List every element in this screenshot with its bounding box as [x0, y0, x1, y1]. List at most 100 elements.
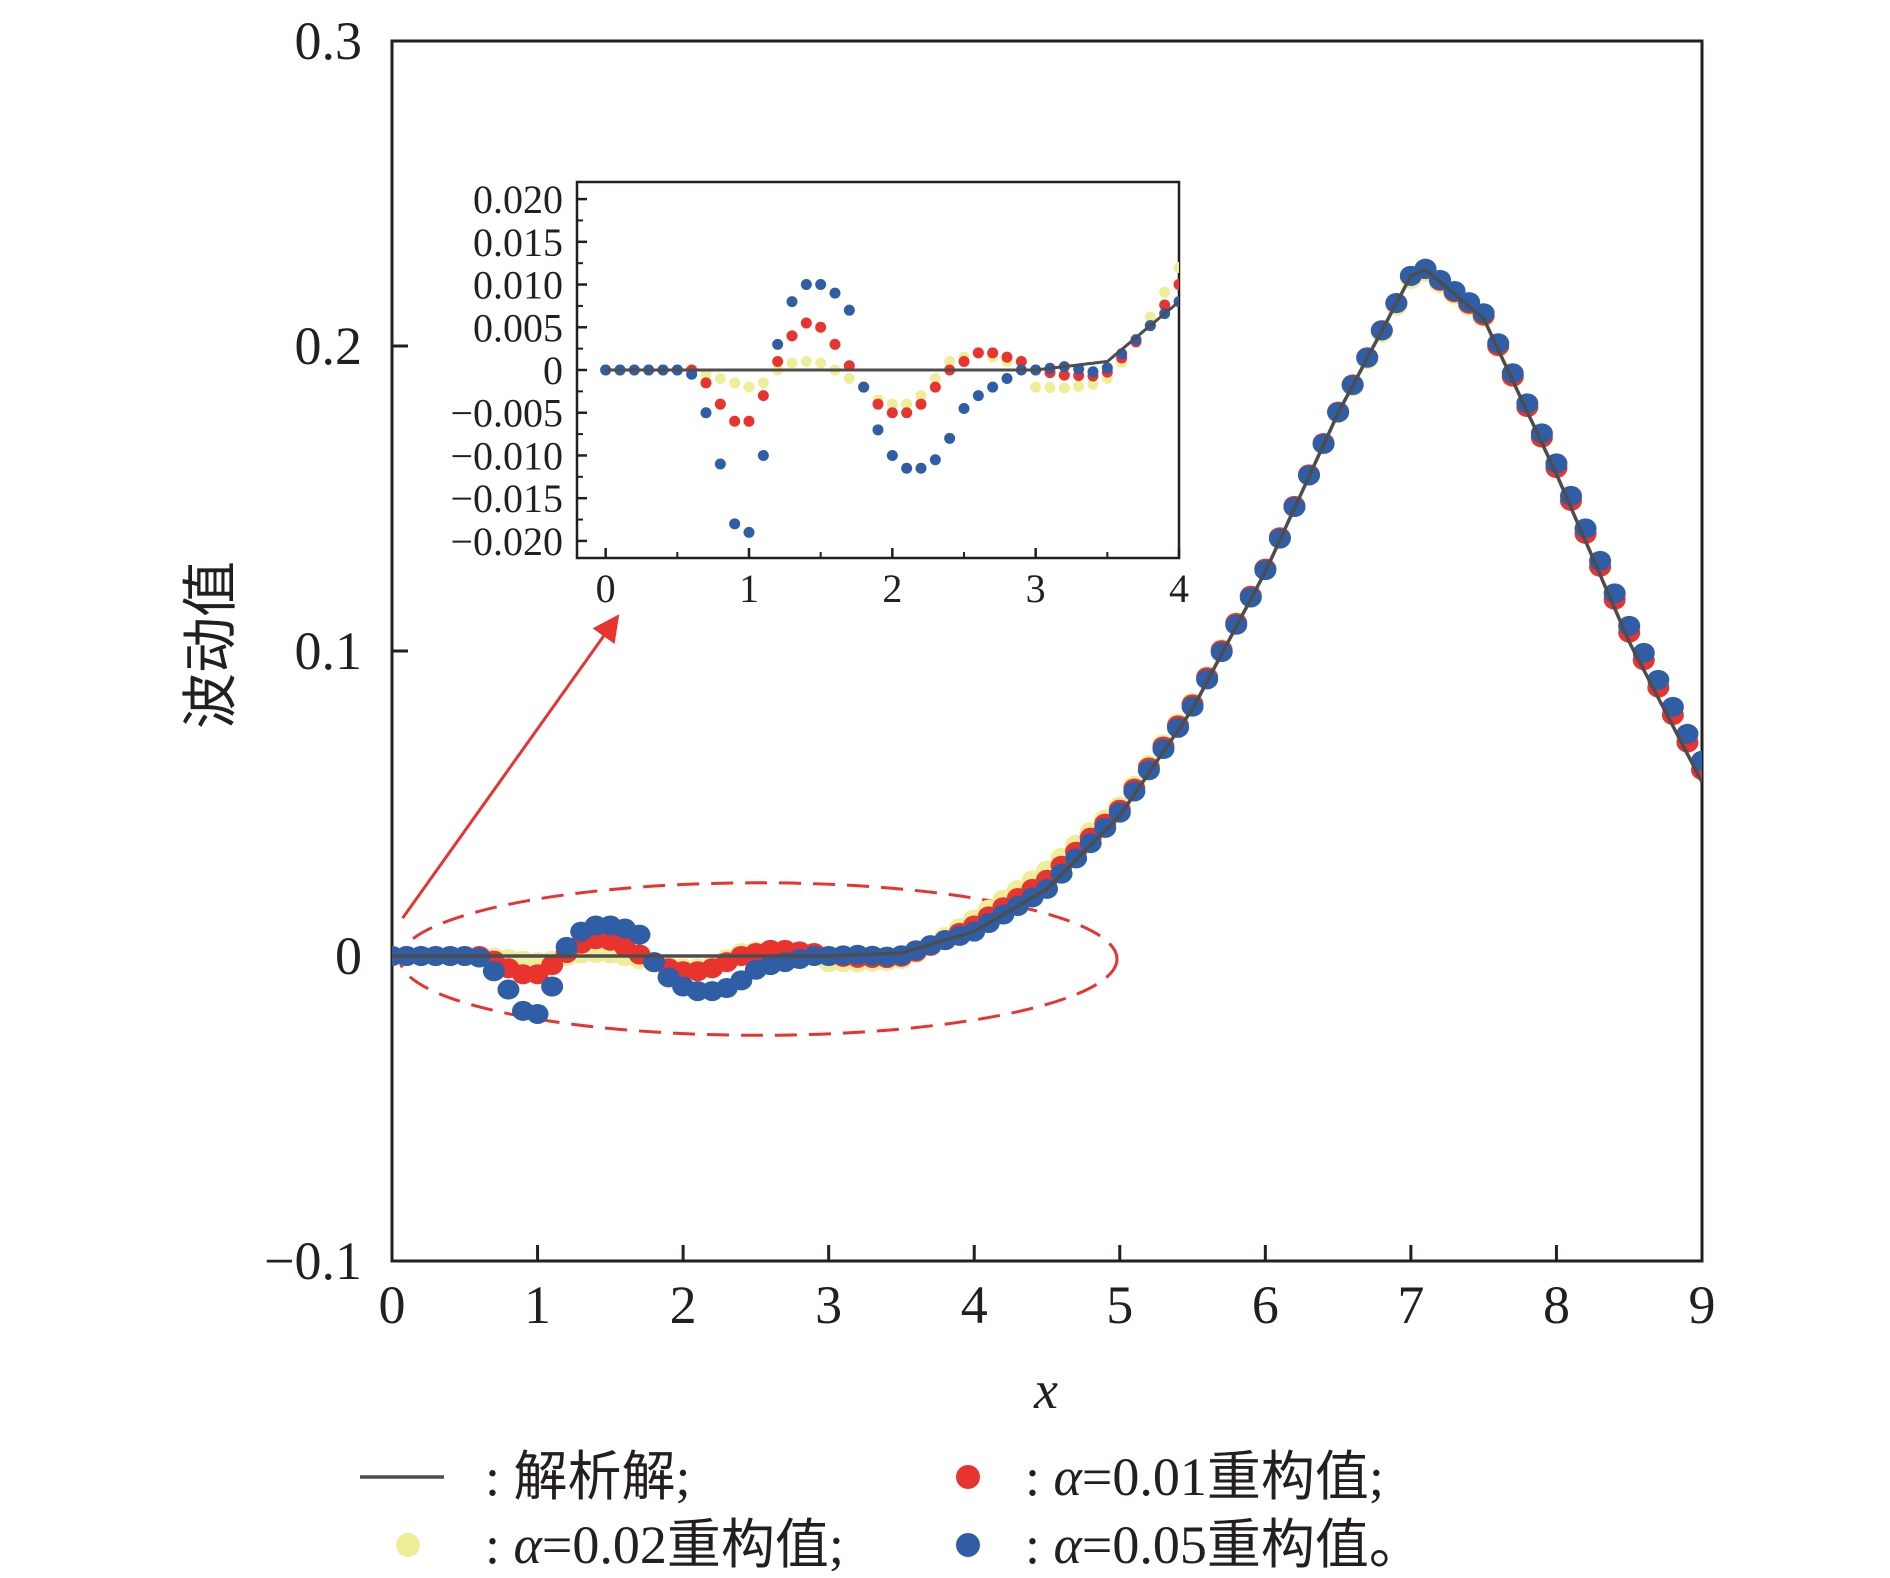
inset-y-tick-label: 0.020	[473, 177, 563, 222]
legend-label: : α=0.01重构值;	[1025, 1447, 1384, 1507]
inset-data-point	[743, 381, 755, 393]
legend-item: : α=0.01重构值;	[956, 1447, 1384, 1507]
inset-analytic-line	[605, 300, 1179, 372]
inset-data-point	[915, 462, 927, 474]
data-point	[1443, 280, 1466, 301]
legend-separator: :	[1025, 1515, 1054, 1575]
legend-separator: :	[485, 1447, 514, 1507]
x-tick-label: 9	[1689, 1275, 1716, 1335]
data-point	[628, 924, 651, 945]
inset-data-point	[915, 390, 927, 402]
inset-data-point	[872, 424, 884, 436]
y-tick-label: 0.1	[295, 621, 363, 681]
inset-data-point	[987, 347, 999, 359]
inset-data-point	[886, 407, 898, 419]
inset-data-point	[901, 398, 913, 410]
legend-dot-marker	[956, 1533, 980, 1557]
inset-data-point	[1073, 380, 1085, 392]
inset-data-point	[958, 355, 970, 367]
inset-data-point	[1173, 279, 1179, 291]
inset-data-point	[901, 407, 913, 419]
inset-data-point	[757, 390, 769, 402]
inset-data-point	[1058, 382, 1070, 394]
inset-data-point	[1159, 299, 1171, 311]
inset-data-point	[600, 364, 612, 376]
inset-data-point	[772, 355, 784, 367]
inset-data-point	[786, 296, 798, 308]
y-axis-label: 波动值	[181, 561, 243, 729]
inset-data-point	[929, 381, 941, 393]
inset-x-tick-label: 3	[1026, 566, 1046, 611]
inset-data-point	[843, 360, 855, 372]
inset-x-tick-label: 4	[1169, 566, 1189, 611]
inset-data-point	[829, 338, 841, 350]
legend-label: : α=0.02重构值;	[485, 1515, 844, 1575]
inset-data-point	[729, 518, 741, 530]
inset-data-point	[1087, 366, 1099, 378]
inset-x-tick-label: 1	[739, 566, 759, 611]
inset-data-point	[843, 304, 855, 316]
inset-data-point	[1087, 379, 1099, 391]
inset-data-point	[800, 317, 812, 329]
x-tick-label: 2	[670, 1275, 697, 1335]
inset-data-point	[1159, 286, 1171, 298]
inset-data-point	[958, 402, 970, 414]
inset-series-alpha_002	[600, 261, 1179, 410]
inset-data-point	[714, 458, 726, 470]
legend-label: : 解析解;	[485, 1447, 691, 1507]
inset-data-point	[944, 432, 956, 444]
inset-data-point	[786, 330, 798, 342]
inset-data-points	[600, 261, 1179, 538]
inset-data-point	[872, 398, 884, 410]
inset-data-point	[886, 398, 898, 410]
x-tick-label: 3	[815, 1275, 842, 1335]
legend-item: : α=0.05重构值。	[956, 1515, 1423, 1575]
x-tick-label: 5	[1106, 1275, 1133, 1335]
x-tick-label: 6	[1252, 1275, 1279, 1335]
inset-data-point	[929, 454, 941, 466]
inset-data-point	[1001, 351, 1013, 363]
inset-y-tick-label: 0	[543, 348, 563, 393]
inset-data-point	[800, 355, 812, 367]
legend-alpha-symbol: α	[1054, 1515, 1084, 1575]
data-point	[1472, 303, 1495, 324]
legend-separator: :	[1025, 1447, 1054, 1507]
legend: : 解析解; : α=0.01重构值; : α=0.02重构值; : α=0.05重构…	[360, 1447, 1423, 1575]
inset-data-point	[800, 279, 812, 291]
x-tick-label: 8	[1543, 1275, 1570, 1335]
x-tick-label: 0	[379, 1275, 406, 1335]
legend-label: : α=0.05重构值。	[1025, 1515, 1423, 1575]
inset-data-point	[1101, 362, 1113, 374]
inset-data-point	[1030, 381, 1042, 393]
inset-data-point	[1015, 355, 1027, 367]
inset-y-tick-label: 0.005	[473, 305, 563, 350]
inset-data-point	[815, 279, 827, 291]
data-point	[1458, 292, 1481, 313]
inset-data-point	[1001, 373, 1013, 385]
inset-data-point	[757, 377, 769, 389]
inset-series-alpha_005	[600, 279, 1179, 538]
inset-data-point	[843, 373, 855, 385]
x-axis-label: x	[1033, 1360, 1058, 1420]
y-tick-label: 0.3	[295, 11, 363, 71]
inset-data-point	[829, 287, 841, 299]
inset-data-point	[729, 377, 741, 389]
inset-data-point	[729, 415, 741, 427]
inset-data-point	[815, 357, 827, 369]
inset-data-point	[786, 357, 798, 369]
analytic-solution-line	[392, 267, 1702, 958]
legend-text: 解析解;	[514, 1447, 691, 1507]
inset-y-tick-label: −0.010	[450, 433, 563, 478]
inset-data-point	[929, 373, 941, 385]
inset-data-point	[686, 368, 698, 380]
inset-analytic-line-path	[605, 300, 1179, 372]
inset-data-point	[915, 398, 927, 410]
x-tick-label: 1	[524, 1275, 551, 1335]
inset-data-point	[757, 449, 769, 461]
inset-data-point	[886, 449, 898, 461]
inset-x-tick-label: 0	[596, 566, 616, 611]
inset-y-tick-label: 0.010	[473, 263, 563, 308]
inset-data-point	[972, 390, 984, 402]
zoom-arrow-line	[401, 614, 620, 920]
